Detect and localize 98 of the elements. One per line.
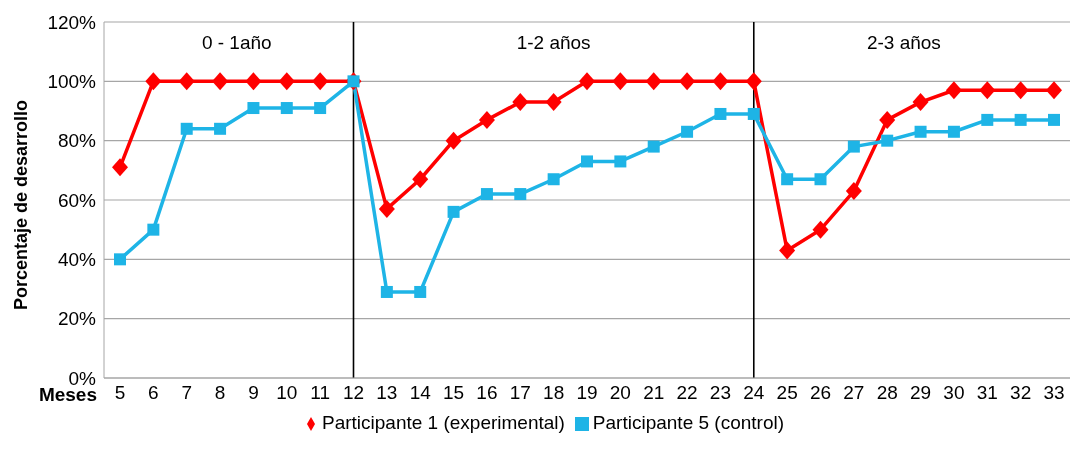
- point: [412, 170, 429, 189]
- x-tick-label: 14: [409, 382, 432, 404]
- point: [612, 72, 629, 91]
- point: [614, 155, 627, 168]
- point: [245, 72, 262, 91]
- point: [947, 125, 960, 138]
- point: [480, 188, 493, 201]
- point: [647, 140, 660, 153]
- point: [545, 93, 562, 112]
- point: [414, 285, 427, 298]
- point: [681, 125, 694, 138]
- x-tick-label: 20: [609, 382, 631, 404]
- point: [912, 93, 929, 112]
- point: [745, 72, 762, 91]
- point: [1048, 113, 1060, 126]
- point: [280, 102, 293, 115]
- point: [845, 182, 862, 201]
- point: [378, 199, 395, 218]
- x-tick-label: 21: [643, 382, 665, 404]
- point: [1012, 81, 1029, 100]
- point: [447, 205, 460, 218]
- x-tick-label: 25: [776, 382, 798, 404]
- annotation: 2-3 años: [866, 32, 941, 54]
- point: [147, 223, 160, 236]
- x-tick-label: 11: [310, 382, 331, 404]
- legend-label: Participante 1 (experimental): [321, 412, 565, 433]
- x-tick-label: 13: [376, 382, 398, 404]
- annotation: 1-2 años: [516, 32, 591, 54]
- legend-label: Participante 5 (control): [592, 412, 785, 433]
- x-tick-label: 32: [1010, 382, 1032, 404]
- y-tick-label: 100%: [47, 71, 97, 93]
- y-tick-label: 40%: [57, 249, 97, 271]
- y-axis-title: Porcentaje de desarrollo: [11, 99, 32, 310]
- point: [812, 220, 829, 239]
- x-tick-label: 10: [276, 382, 298, 404]
- x-tick-label: 29: [910, 382, 932, 404]
- point: [914, 125, 927, 138]
- x-tick-label: 31: [976, 382, 998, 404]
- point: [945, 81, 962, 100]
- x-tick-label: 27: [843, 382, 865, 404]
- x-tick-label: 24: [743, 382, 765, 404]
- x-tick-label: 17: [509, 382, 531, 404]
- point: [847, 140, 860, 153]
- x-tick-label: 22: [676, 382, 698, 404]
- x-tick-label: 33: [1043, 382, 1065, 404]
- point: [679, 72, 696, 91]
- point: [445, 131, 462, 150]
- annotation: 0 - 1año: [201, 32, 272, 54]
- x-tick-label: 6: [148, 382, 159, 404]
- x-tick-label: 9: [248, 382, 259, 404]
- point: [478, 110, 495, 129]
- point: [114, 253, 126, 266]
- x-tick-label: 15: [443, 382, 465, 404]
- point: [312, 72, 329, 91]
- point: [879, 110, 896, 129]
- y-tick-label: 0%: [68, 367, 97, 389]
- y-tick-label: 20%: [57, 308, 97, 330]
- point: [547, 173, 560, 186]
- point: [979, 81, 996, 100]
- point: [981, 113, 994, 126]
- point: [112, 158, 128, 177]
- point: [881, 134, 894, 147]
- point: [512, 93, 529, 112]
- point: [747, 107, 760, 120]
- x-tick-label: 12: [342, 382, 365, 404]
- x-tick-label: 5: [114, 382, 126, 404]
- point: [278, 72, 295, 91]
- point: [645, 72, 662, 91]
- point: [714, 107, 727, 120]
- point: [145, 72, 162, 91]
- x-tick-label: 18: [543, 382, 565, 404]
- point: [1014, 113, 1027, 126]
- x-tick-label: 19: [576, 382, 598, 404]
- point: [1046, 81, 1062, 100]
- x-tick-label: 26: [809, 382, 832, 404]
- point: [781, 173, 794, 186]
- x-tick-label: 16: [476, 382, 498, 404]
- x-tick-label: 8: [214, 382, 226, 404]
- x-tick-label: 23: [709, 382, 731, 404]
- point: [178, 72, 195, 91]
- point: [214, 122, 227, 135]
- point: [779, 241, 796, 260]
- point: [314, 102, 327, 115]
- x-tick-label: 30: [943, 382, 965, 404]
- point: [180, 122, 193, 135]
- point: [212, 72, 229, 91]
- y-tick-label: 120%: [47, 11, 97, 33]
- point: [247, 102, 260, 115]
- point: [514, 188, 527, 201]
- point: [814, 173, 827, 186]
- point: [579, 72, 595, 91]
- x-tick-label: 28: [876, 382, 898, 404]
- y-tick-label: 60%: [57, 189, 97, 211]
- y-tick-label: 80%: [57, 130, 97, 152]
- point: [380, 285, 393, 298]
- x-tick-label: 7: [181, 382, 192, 404]
- point: [581, 155, 593, 168]
- point: [712, 72, 729, 91]
